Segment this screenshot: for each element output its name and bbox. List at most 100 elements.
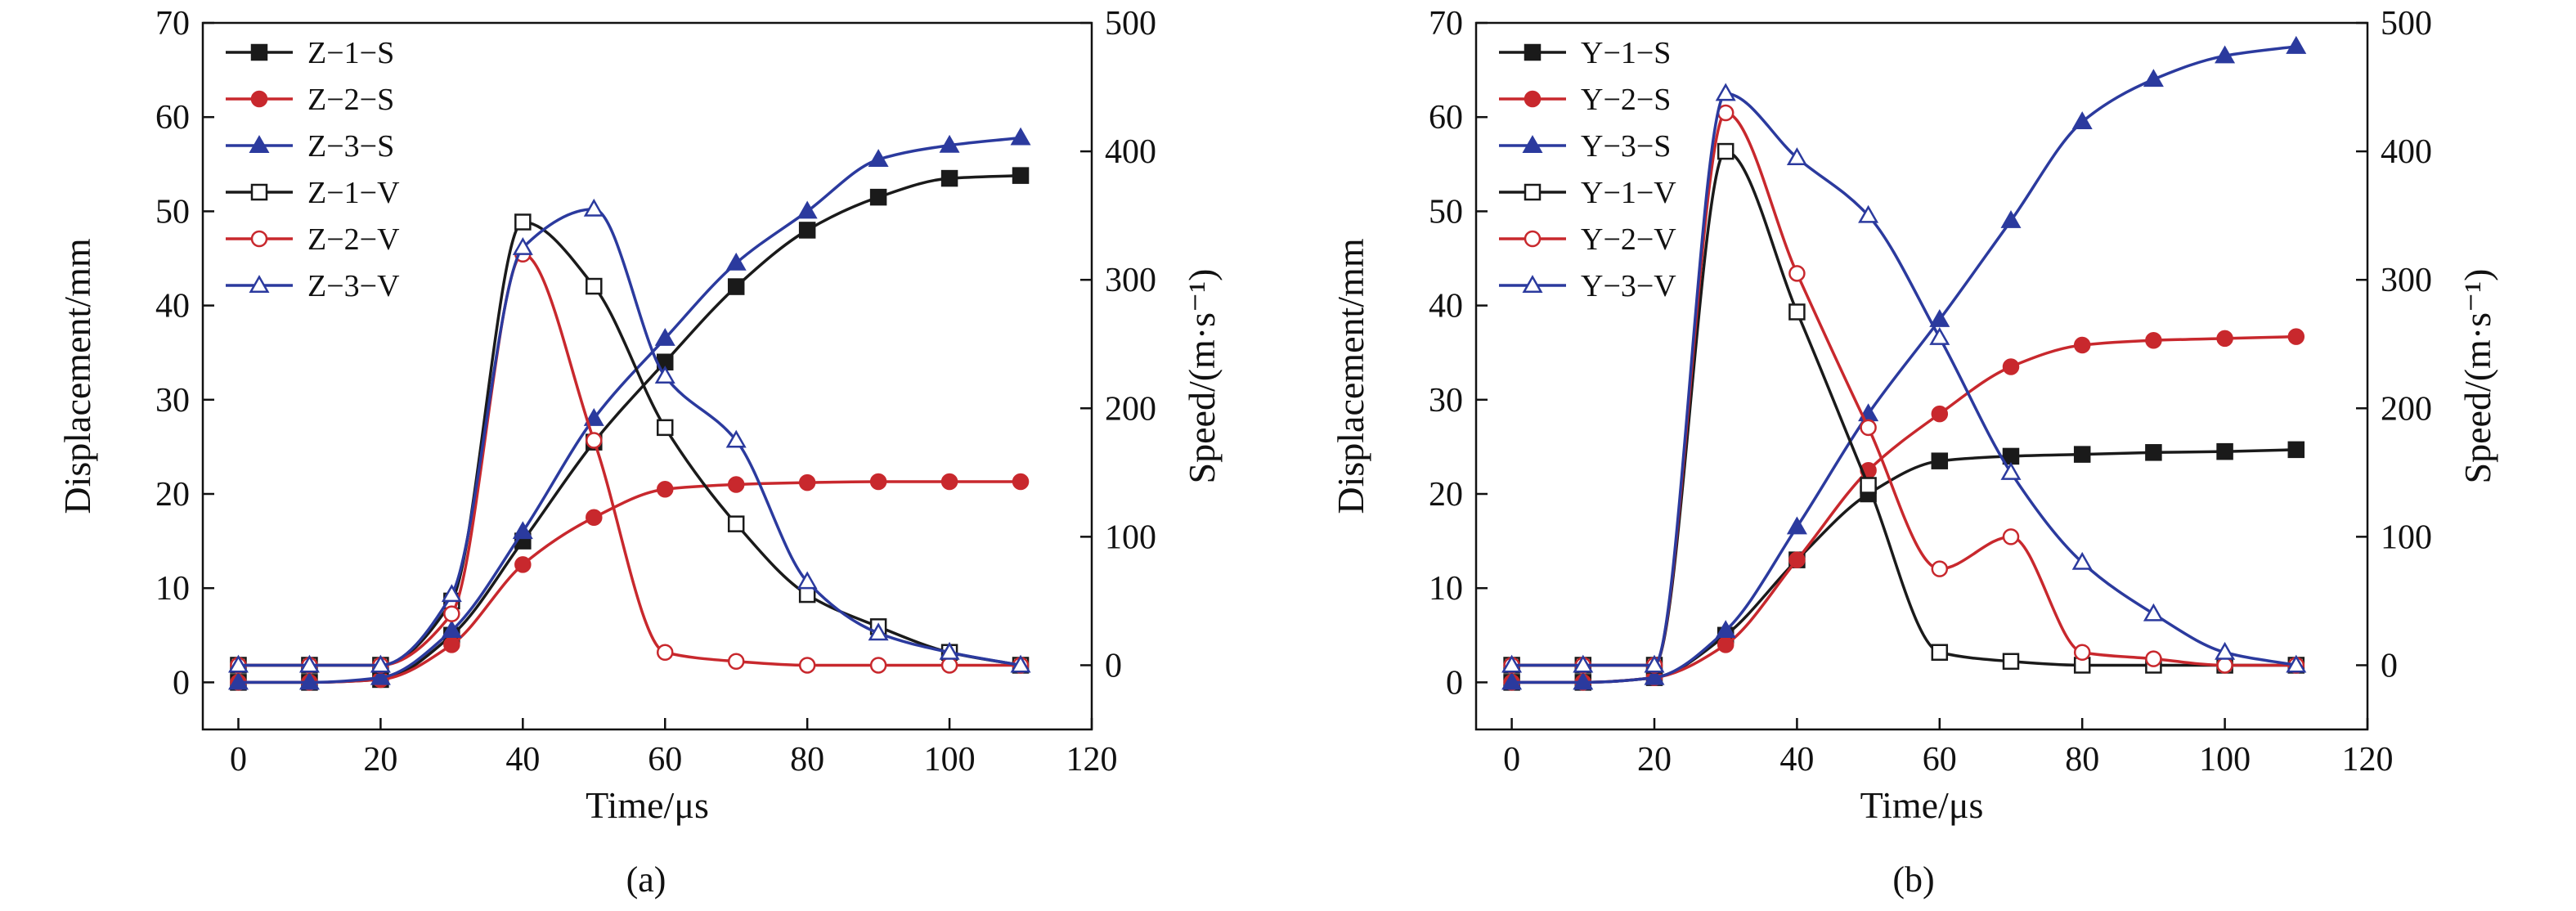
data-point (725, 252, 747, 271)
series-Z−3−S (227, 127, 1031, 690)
x-axis-label: Time/μs (1860, 784, 1984, 826)
y-tick-label: 40 (1429, 288, 1463, 325)
data-point (586, 509, 603, 527)
data-point (1573, 654, 1594, 673)
data-point (1010, 127, 1031, 146)
data-point (1010, 654, 1031, 673)
data-point (2073, 446, 2091, 463)
data-point (868, 622, 889, 641)
x-axis-label: Time/μs (586, 784, 709, 826)
y2-tick-label: 400 (1105, 133, 1156, 171)
data-point (2000, 461, 2022, 480)
series-line (238, 480, 1021, 684)
x-tick-label: 100 (924, 741, 976, 779)
y2-tick-label: 200 (1105, 390, 1156, 428)
y-tick-label: 60 (155, 99, 190, 137)
x-tick-label: 20 (1637, 741, 1672, 779)
y-tick-label: 10 (1429, 570, 1463, 608)
legend-entry: Z−1−S (307, 36, 394, 70)
data-point (869, 657, 887, 674)
data-point (1931, 560, 1949, 577)
data-point (798, 586, 816, 604)
x-tick-label: 100 (2199, 741, 2251, 779)
y2-tick-label: 500 (2381, 5, 2432, 43)
x-tick-label: 0 (1503, 741, 1520, 779)
data-point (227, 671, 249, 690)
data-point (2073, 644, 2091, 661)
y-tick-label: 20 (1429, 476, 1463, 514)
data-point (939, 641, 960, 660)
data-point (940, 169, 958, 187)
y-tick-label: 70 (155, 5, 190, 43)
legend-marker (1522, 135, 1543, 154)
y-axis-label: Displacement/mm (1330, 238, 1371, 514)
legend-marker (250, 183, 268, 201)
data-point (441, 584, 462, 603)
data-point (727, 515, 745, 532)
x-tick-label: 20 (363, 741, 397, 779)
legend: Y−1−S Y−2−S Y−3−S Y−1−V Y−2−V Y−3−V (1499, 36, 1676, 303)
data-point (2002, 653, 2020, 670)
legend-marker (1522, 275, 1543, 294)
data-point (514, 556, 532, 573)
data-point (1788, 303, 1806, 321)
data-point (654, 328, 675, 346)
legend-entry: Y−1−V (1581, 176, 1676, 210)
panel-caption: (a) (626, 859, 666, 900)
data-point (2145, 650, 2162, 667)
data-point (798, 657, 816, 674)
x-tick-label: 60 (648, 741, 682, 779)
data-point (583, 198, 604, 217)
data-point (1715, 83, 1736, 101)
data-point (443, 605, 460, 622)
data-point (869, 188, 887, 206)
legend-entry: Y−1−S (1581, 36, 1671, 70)
series-line (238, 253, 1021, 667)
data-point (1788, 551, 1806, 568)
data-point (2000, 210, 2022, 228)
data-point (298, 654, 320, 673)
y-tick-label: 40 (155, 288, 190, 325)
series-line (238, 136, 1021, 684)
data-point (1717, 142, 1735, 160)
data-point (512, 521, 533, 540)
y2-tick-label: 100 (1105, 518, 1156, 556)
x-tick-label: 120 (2342, 741, 2394, 779)
data-point (2145, 444, 2162, 461)
legend-entry: Y−2−S (1581, 83, 1671, 117)
series-Y−3−V (1501, 83, 2307, 673)
y2-tick-label: 100 (2381, 518, 2432, 556)
data-point (656, 644, 674, 661)
x-tick-label: 120 (1066, 741, 1118, 779)
data-point (2073, 336, 2091, 354)
series-line (1511, 448, 2296, 684)
y2-tick-label: 300 (2381, 262, 2432, 299)
x-tick-label: 0 (230, 741, 247, 779)
data-point (656, 419, 674, 437)
legend-entry: Y−2−V (1581, 222, 1676, 257)
data-point (2216, 442, 2233, 460)
data-point (940, 657, 958, 674)
data-point (1717, 104, 1735, 122)
plot-frame (1474, 21, 2369, 731)
data-point (370, 666, 391, 685)
data-point (370, 654, 391, 673)
data-point (514, 213, 532, 231)
data-point (868, 149, 889, 168)
panel-caption: (b) (1892, 859, 1934, 900)
legend-entry: Y−3−V (1581, 269, 1676, 303)
legend-marker (250, 230, 268, 248)
legend-marker (1524, 183, 1542, 201)
y2-axis-label: Speed/(m·s⁻¹) (2457, 269, 2498, 484)
y2-tick-label: 0 (1105, 647, 1122, 684)
chart-panel-b: 0 20 40 60 80 100 120 0 10 20 30 40 50 60 70 0 100 200 300… (1330, 5, 2498, 900)
y2-tick-label: 500 (1105, 5, 1156, 43)
data-point (1012, 473, 1030, 491)
data-point (298, 671, 320, 690)
data-point (2215, 45, 2236, 64)
series-Y−2−S (1503, 328, 2305, 691)
y-tick-label: 30 (1429, 382, 1463, 420)
data-point (1644, 654, 1665, 673)
y-tick-label: 0 (173, 664, 190, 702)
legend-marker (1524, 230, 1542, 248)
